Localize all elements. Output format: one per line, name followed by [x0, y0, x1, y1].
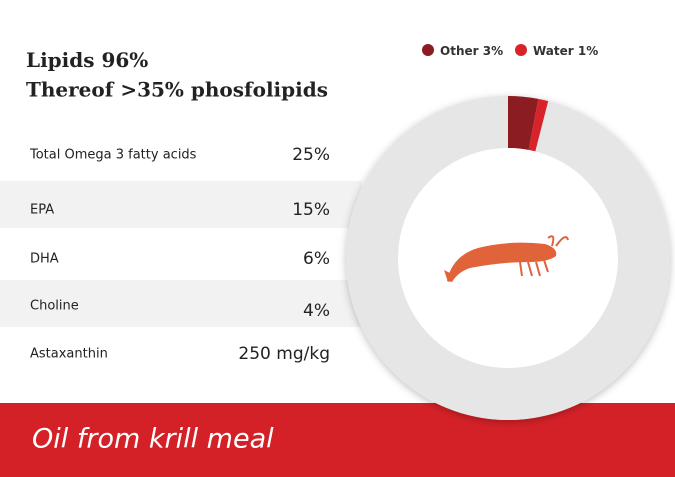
subheading: Thereof >35% phosfolipids — [26, 78, 328, 102]
legend-value: 3% — [483, 44, 503, 58]
row-label: Choline — [30, 299, 79, 314]
donut — [346, 96, 671, 420]
legend-label: Other 3% — [440, 44, 503, 58]
row-value: 15% — [292, 200, 330, 220]
heading-name: Lipids — [26, 48, 95, 72]
heading: Lipids 96% — [26, 48, 148, 72]
legend-swatch — [515, 44, 527, 56]
legend-label: Water 1% — [533, 44, 598, 58]
row-stripe — [0, 280, 362, 327]
row-label: Total Omega 3 fatty acids — [29, 148, 197, 163]
banner-text: Oil from krill meal — [32, 424, 274, 455]
row-value: 4% — [303, 301, 330, 321]
heading-value: 96% — [101, 48, 148, 72]
shrimp-icon — [444, 235, 569, 282]
legend-name: Water — [533, 44, 574, 58]
donut-slice — [346, 96, 671, 420]
row-stripe — [0, 181, 362, 228]
row-value: 6% — [303, 249, 330, 269]
row-label: EPA — [30, 203, 54, 218]
table: Total Omega 3 fatty acids 25% EPA 15% DHA 6% C… — [29, 145, 330, 364]
legend-name: Other — [440, 44, 479, 58]
donut-slice — [508, 96, 539, 150]
legend-value: 1% — [578, 44, 598, 58]
row-label: Astaxanthin — [30, 347, 108, 362]
row-value: 250 mg/kg — [238, 344, 330, 364]
legend: Other 3% Water 1% — [422, 44, 598, 58]
banner — [0, 403, 675, 477]
donut-slice — [528, 98, 549, 152]
row-value: 25% — [292, 145, 330, 165]
legend-swatch — [422, 44, 434, 56]
row-label: DHA — [30, 252, 59, 267]
